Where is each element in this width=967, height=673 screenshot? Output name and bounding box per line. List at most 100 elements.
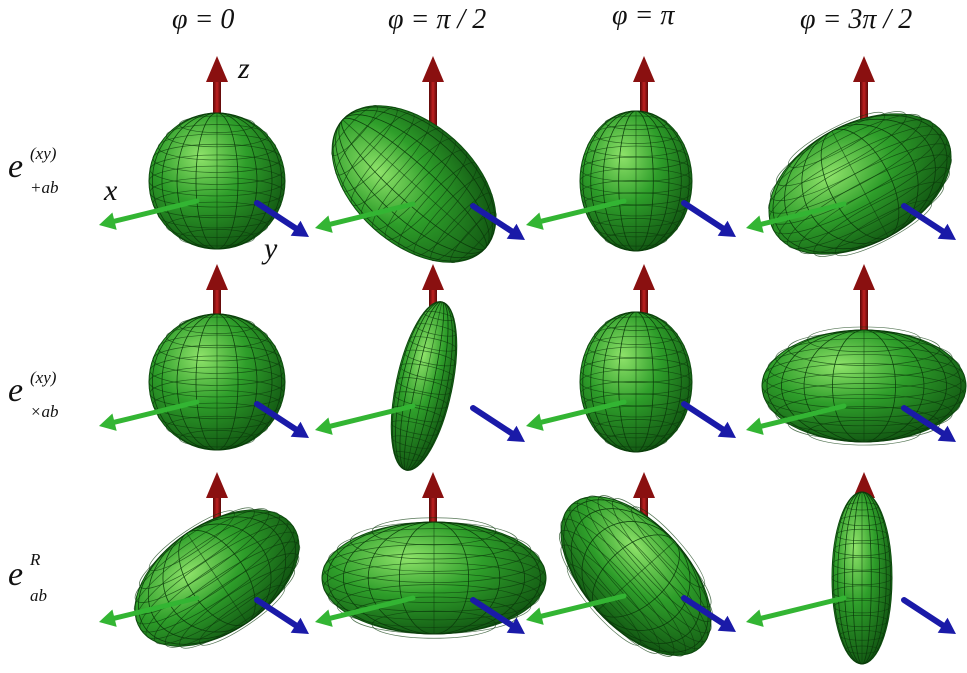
ellipsoid-surface (831, 491, 893, 665)
y-axis-arrow-head (290, 220, 309, 237)
y-axis-arrow-shaft (470, 405, 515, 437)
y-axis-arrow-shaft (901, 203, 946, 235)
x-axis-arrow-shaft (112, 595, 200, 621)
ellipsoid-surface (390, 301, 458, 471)
x-axis-arrow-head (526, 413, 544, 431)
axis-label-y: y (264, 232, 278, 265)
z-axis-arrow-head (206, 472, 228, 498)
x-axis-arrow-head (746, 417, 764, 435)
row-label-cross: e (xy) ×ab (8, 368, 58, 421)
x-axis-arrow-shaft (328, 201, 416, 227)
column-heading-phi-3pi-half: φ = 3π / 2 (800, 4, 913, 35)
panel-r1-c1 (148, 56, 286, 250)
panel-r1-c3 (579, 56, 693, 252)
panel-r3-c1 (133, 472, 301, 649)
x-axis-arrow-head (746, 609, 764, 627)
x-axis-arrow-shaft (112, 399, 200, 425)
y-axis-arrow-head (717, 421, 736, 438)
y-axis-arrow-shaft (470, 597, 515, 629)
x-axis-arrow-head (99, 609, 117, 627)
ellipsoid-surface (148, 313, 286, 451)
y-axis-arrow-head (290, 617, 309, 634)
ellipsoid-surface (559, 495, 713, 657)
panel-r1-c4 (768, 56, 952, 257)
panel-r3-c4 (831, 472, 893, 665)
y-axis-arrow-shaft (681, 200, 726, 232)
y-axis-arrow-shaft (681, 401, 726, 433)
ellipsoid-surface (579, 110, 693, 252)
row-label-superscript: (xy) (30, 144, 57, 163)
x-axis-arrow-shaft (539, 198, 627, 224)
axis-label-x: x (104, 174, 118, 207)
z-axis-arrow-head (422, 56, 444, 82)
row-label-subscript: ab (30, 586, 47, 605)
x-axis-arrow-head (315, 609, 333, 627)
z-axis-arrow-head (853, 264, 875, 290)
column-heading-phi-pi: φ = π (612, 0, 675, 31)
x-axis-arrow-head (526, 607, 544, 625)
row-label-superscript: R (30, 550, 41, 569)
y-axis-arrow-head (937, 223, 956, 240)
row-label-plus: e (xy) +ab (8, 144, 58, 197)
z-axis-arrow-head (206, 264, 228, 290)
y-axis-arrow-head (717, 615, 736, 632)
x-axis-arrow-head (99, 212, 117, 230)
panel-r1-c2 (331, 56, 497, 264)
x-axis-arrow-head (526, 212, 544, 230)
x-axis-arrow-head (315, 417, 333, 435)
y-axis-arrow-head (937, 425, 956, 442)
column-heading-phi-pi-half: φ = π / 2 (388, 4, 487, 35)
x-axis-arrow-shaft (759, 201, 847, 227)
row-label-base: e (8, 372, 24, 409)
ellipsoid-surface (768, 111, 952, 257)
z-axis-arrow-head (422, 264, 444, 290)
y-axis-arrow-head (506, 617, 525, 634)
panel-r3-c3 (559, 472, 713, 657)
y-axis-arrow-shaft (254, 401, 299, 433)
y-axis-arrow-shaft (254, 200, 299, 232)
y-axis-arrow-head (506, 425, 525, 442)
x-axis-arrow-shaft (112, 198, 200, 224)
ellipsoid-surface (321, 517, 547, 639)
x-axis-arrow-shaft (759, 403, 847, 429)
row-label-base: e (8, 556, 24, 593)
panel-r2-c1 (148, 264, 286, 451)
y-axis-arrow-shaft (681, 595, 726, 627)
x-axis-arrow-shaft (328, 595, 416, 621)
z-axis-arrow-head (853, 56, 875, 82)
z-axis-arrow-head (206, 56, 228, 82)
x-axis-arrow-head (746, 215, 764, 233)
panel-r2-c2 (390, 264, 458, 471)
row-label-subscript: ×ab (30, 402, 59, 421)
ellipsoid-surface (579, 311, 693, 453)
y-axis-arrow-shaft (901, 405, 946, 437)
axis-label-z: z (238, 52, 250, 85)
x-axis-arrow-shaft (759, 595, 847, 621)
z-axis-arrow-head (633, 264, 655, 290)
y-axis-arrow-head (290, 421, 309, 438)
x-axis-arrow-head (315, 215, 333, 233)
row-label-base: e (8, 148, 24, 185)
z-axis-arrow-head (422, 472, 444, 498)
panel-r2-c3 (579, 264, 693, 453)
y-axis-arrow-shaft (901, 597, 946, 629)
x-axis-arrow-shaft (539, 399, 627, 425)
y-axis-arrow-head (937, 617, 956, 634)
x-axis-arrow-head (99, 413, 117, 431)
y-axis-arrow-shaft (254, 597, 299, 629)
row-label-rotation: e R ab (8, 550, 47, 605)
x-axis-arrow-shaft (539, 593, 627, 619)
row-label-superscript: (xy) (30, 368, 57, 387)
y-axis-arrow-head (717, 220, 736, 237)
ellipsoid-surface (133, 507, 301, 649)
z-axis-arrow-head (633, 56, 655, 82)
row-label-subscript: +ab (30, 178, 59, 197)
column-heading-phi-0: φ = 0 (172, 4, 235, 35)
y-axis-arrow-head (506, 223, 525, 240)
z-axis-arrow-head (633, 472, 655, 498)
y-axis-arrow-shaft (470, 203, 515, 235)
ellipsoid-surface (331, 104, 497, 264)
ellipsoid-surface (148, 112, 286, 250)
